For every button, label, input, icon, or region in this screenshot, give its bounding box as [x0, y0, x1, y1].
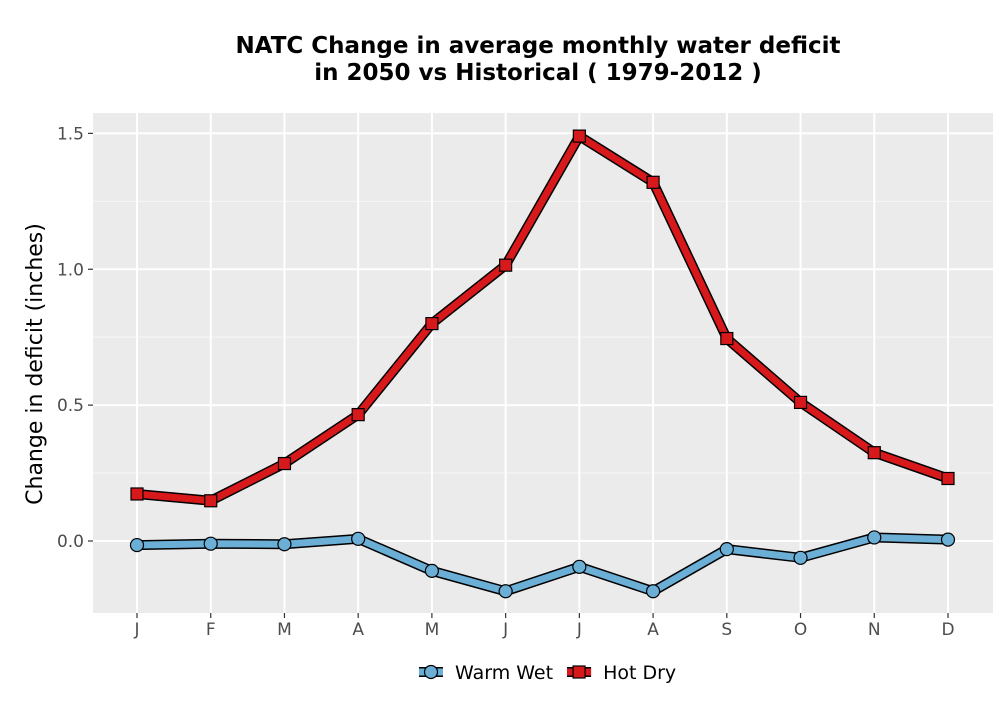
x-tick-label: J	[576, 620, 582, 640]
data-point	[129, 537, 145, 553]
data-point	[646, 175, 660, 189]
data-point	[424, 563, 440, 578]
data-point	[940, 532, 956, 547]
chart-title-line-2: in 2050 vs Historical ( 1979-2012 )	[314, 60, 761, 86]
data-point	[645, 584, 661, 599]
legend-label: Hot Dry	[603, 662, 676, 684]
x-tick-label: S	[721, 620, 732, 640]
y-axis-label: Change in deficit (inches)	[23, 223, 48, 505]
x-tick-label: F	[206, 620, 216, 640]
legend-key-marker	[423, 664, 439, 680]
x-tick-label: M	[425, 620, 440, 640]
y-tick-label: 0.5	[57, 396, 84, 416]
y-tick-label: 0.0	[57, 532, 84, 552]
data-point	[425, 316, 439, 331]
data-point	[130, 487, 144, 501]
y-tick-label: 1.5	[57, 124, 84, 144]
legend-item-warm-wet: Warm Wet	[419, 662, 553, 684]
x-tick-label: J	[133, 620, 139, 640]
data-point	[867, 446, 881, 460]
data-point	[941, 471, 955, 486]
data-point	[572, 559, 587, 574]
series-hot-dry	[130, 129, 955, 508]
data-point	[204, 494, 218, 508]
data-point	[572, 129, 586, 143]
data-point	[499, 258, 513, 272]
legend-item-hot-dry: Hot Dry	[567, 662, 676, 684]
data-point	[203, 536, 218, 551]
series-line	[133, 533, 952, 595]
series-line	[133, 132, 952, 505]
chart-title-line-1: NATC Change in average monthly water def…	[235, 33, 840, 59]
x-tick-label: J	[502, 620, 508, 640]
data-point	[498, 584, 513, 599]
x-tick-label: M	[277, 620, 292, 640]
data-point	[277, 537, 292, 552]
data-point	[351, 531, 366, 546]
x-tick-label: O	[794, 620, 807, 640]
series-warm-wet	[129, 530, 956, 599]
data-point	[277, 456, 292, 471]
legend-key-marker	[572, 665, 586, 679]
x-tick-label: A	[647, 620, 659, 640]
y-tick-label: 1.0	[57, 260, 84, 280]
data-point	[720, 331, 734, 346]
legend: Warm Wet Hot Dry	[419, 662, 676, 684]
data-point	[867, 530, 882, 545]
data-point	[793, 395, 808, 410]
x-tick-label: N	[868, 620, 881, 640]
data-point	[793, 550, 808, 565]
x-tick-label: D	[941, 620, 954, 640]
data-point	[351, 408, 365, 422]
x-tick-label: A	[352, 620, 364, 640]
data-point	[719, 542, 734, 557]
legend-label: Warm Wet	[455, 662, 553, 684]
